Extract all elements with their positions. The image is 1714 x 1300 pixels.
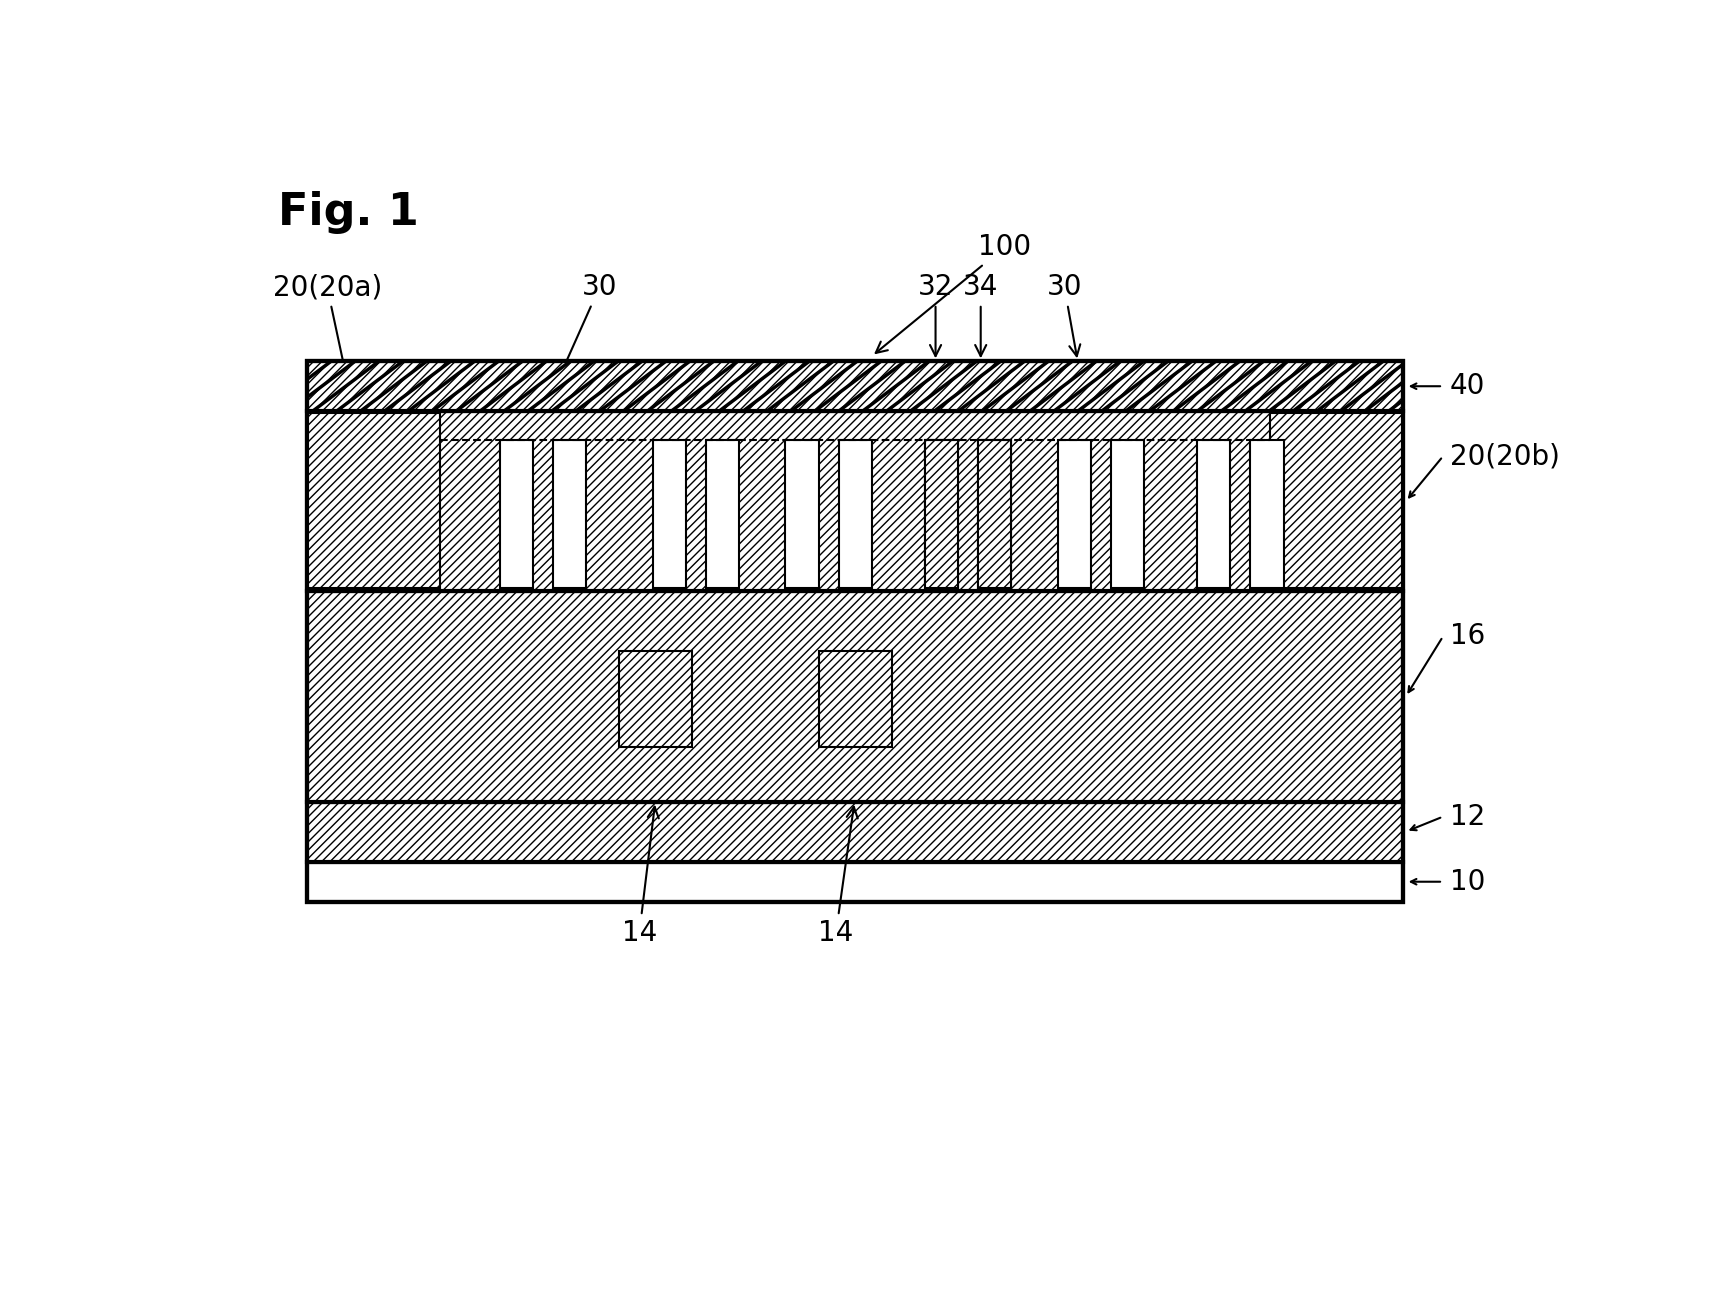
Text: 14: 14 xyxy=(818,807,857,946)
Bar xyxy=(785,439,819,589)
Bar xyxy=(653,439,686,589)
Text: 40: 40 xyxy=(1450,372,1484,400)
Text: 100: 100 xyxy=(876,233,1032,354)
Bar xyxy=(307,413,440,589)
Bar xyxy=(307,862,1404,902)
Bar xyxy=(926,439,958,589)
Bar xyxy=(307,411,1404,592)
Bar xyxy=(706,439,739,589)
Bar xyxy=(307,361,1404,411)
Text: 20(20a): 20(20a) xyxy=(273,273,382,407)
Text: 20(20b): 20(20b) xyxy=(1450,442,1560,471)
Text: Fig. 1: Fig. 1 xyxy=(278,191,418,234)
Bar xyxy=(307,361,1404,902)
Bar xyxy=(926,439,958,589)
Bar xyxy=(838,439,872,589)
Bar xyxy=(1270,413,1404,589)
Bar xyxy=(819,651,891,746)
Bar xyxy=(1111,439,1145,589)
Bar xyxy=(500,439,533,589)
Text: 14: 14 xyxy=(622,807,658,946)
Bar xyxy=(979,439,1011,589)
Bar xyxy=(1196,439,1231,589)
Text: 10: 10 xyxy=(1450,867,1484,896)
Bar xyxy=(554,439,586,589)
Text: 30: 30 xyxy=(1047,273,1082,356)
Text: 30: 30 xyxy=(548,273,617,402)
Bar xyxy=(307,592,1404,802)
Bar xyxy=(1250,439,1284,589)
Text: 16: 16 xyxy=(1450,623,1484,650)
Text: 12: 12 xyxy=(1450,802,1484,831)
Text: 34: 34 xyxy=(963,273,998,356)
Bar xyxy=(619,651,692,746)
Bar xyxy=(1058,439,1090,589)
Bar xyxy=(307,802,1404,862)
Text: 32: 32 xyxy=(919,273,953,356)
Bar xyxy=(979,439,1011,589)
